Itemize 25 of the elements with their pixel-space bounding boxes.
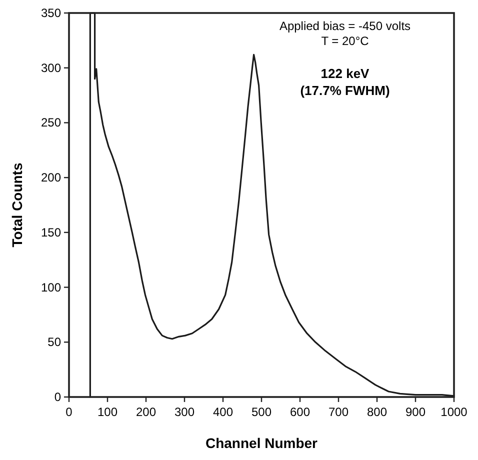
x-tick-label: 600 [290,405,310,419]
y-tick-label: 50 [48,335,62,350]
annotation: 122 keV [320,66,370,81]
y-tick-label: 150 [40,225,62,240]
x-tick-label: 800 [366,405,388,419]
x-tick-label: 300 [174,405,195,419]
y-tick-label: 350 [40,6,62,20]
y-tick-label: 0 [54,390,62,404]
x-axis-title: Channel Number [205,435,318,451]
y-tick-label: 100 [40,280,62,294]
x-tick-label: 200 [136,405,156,419]
y-tick-label: 250 [40,116,62,130]
x-tick-label: 500 [251,405,272,419]
x-tick-label: 700 [328,405,349,419]
x-tick-label: 900 [405,405,426,419]
x-tick-label: 100 [97,405,118,419]
annotation: (17.7% FWHM) [300,83,390,98]
y-tick-label: 200 [40,170,62,185]
x-tick-label: 0 [66,405,73,419]
y-tick-label: 300 [40,60,62,75]
x-tick-label: 400 [212,405,234,419]
annotation: T = 20°C [321,34,370,48]
y-axis-title: Total Counts [9,162,25,248]
annotation: Applied bias = -450 volts [279,19,411,33]
x-tick-label: 1000 [440,405,468,419]
